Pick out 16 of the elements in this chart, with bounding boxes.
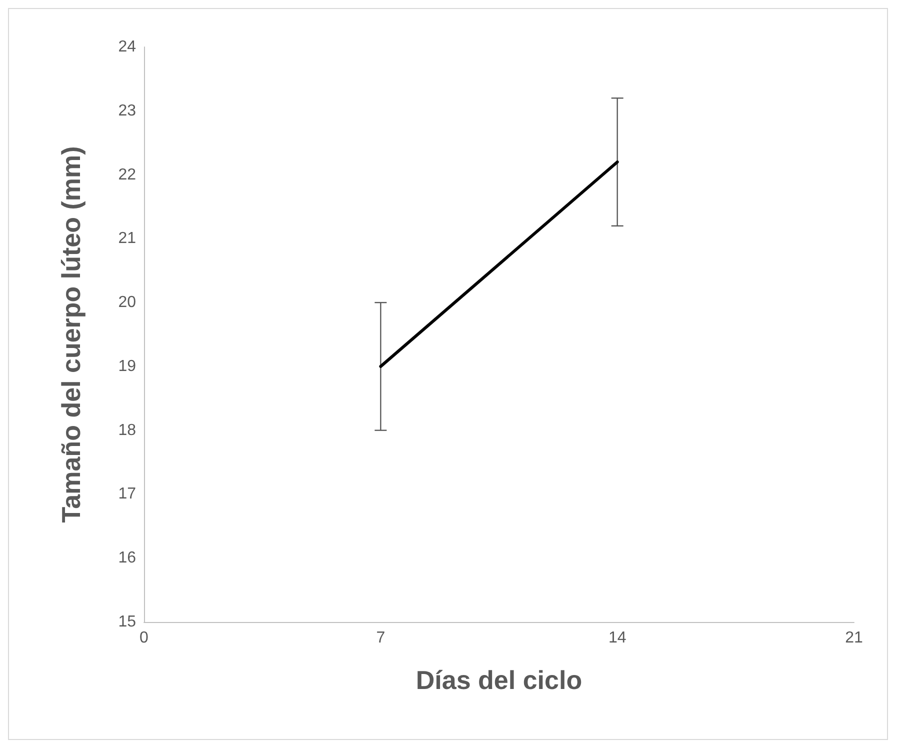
x-axis-title: Días del ciclo: [416, 665, 582, 695]
y-tick-label: 15: [118, 614, 136, 630]
y-tick-label: 22: [118, 166, 136, 184]
y-tick-label: 20: [118, 294, 136, 312]
y-tick-label: 16: [118, 550, 136, 567]
y-tick-label: 23: [118, 102, 136, 120]
y-tick-label: 17: [118, 486, 136, 503]
x-tick-label: 14: [608, 630, 626, 646]
y-tick-label: 24: [118, 38, 136, 56]
y-axis-title: Tamaño del cuerpo lúteo (mm): [56, 146, 86, 523]
x-tick-label: 7: [376, 630, 386, 646]
x-tick-label: 21: [845, 630, 863, 646]
y-tick-label: 19: [118, 358, 136, 375]
y-tick-label: 21: [118, 230, 136, 248]
x-tick-label: 0: [140, 630, 149, 646]
y-tick-label: 18: [118, 422, 136, 439]
